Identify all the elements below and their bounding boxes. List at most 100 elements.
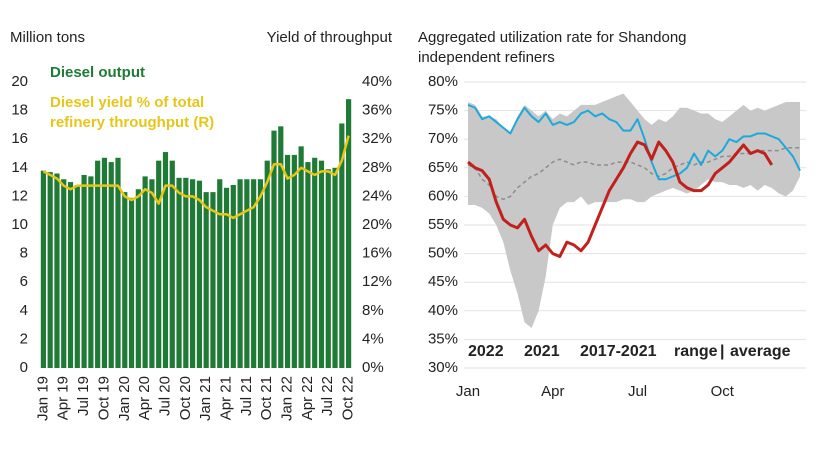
x-tick-label: Oct 21 <box>258 376 275 420</box>
bar <box>230 184 236 368</box>
x-tick-label: Jan <box>456 383 480 400</box>
y-tick-label: 80% <box>428 73 458 90</box>
bar <box>257 179 264 368</box>
x-tick-label: Jul <box>628 383 647 400</box>
legend-entry: | <box>720 343 724 360</box>
bar <box>203 192 209 368</box>
x-tick-label: Apr 19 <box>55 376 72 420</box>
bar <box>149 179 155 368</box>
bar <box>278 126 284 368</box>
y-tick-label: 4 <box>20 302 28 319</box>
x-tick-label: Oct 20 <box>177 376 194 420</box>
y-tick-label: 50% <box>428 245 458 262</box>
bar <box>162 152 169 368</box>
bar <box>88 176 94 368</box>
bar <box>244 179 250 368</box>
x-tick-label: Oct 19 <box>95 376 112 420</box>
bar <box>190 179 196 368</box>
bar <box>284 154 291 368</box>
y2-tick-label: 32% <box>362 130 392 147</box>
x-tick-label: Jul 21 <box>238 376 255 416</box>
line <box>42 135 350 220</box>
bar <box>169 160 175 368</box>
y-tick-label: 2 <box>20 330 28 347</box>
legend-entry: 2017-2021 <box>580 343 657 360</box>
bar <box>54 173 60 368</box>
line <box>467 140 774 258</box>
chart-title: Aggregated utilization rate for Shandong… <box>418 29 687 66</box>
bar <box>312 157 318 368</box>
y-tick-label: 55% <box>428 216 458 233</box>
bar <box>291 154 297 368</box>
bar <box>325 169 331 368</box>
bar <box>81 174 87 368</box>
bar <box>237 179 243 368</box>
y-tick-label: 12 <box>11 187 28 204</box>
y2-tick-label: 4% <box>362 330 384 347</box>
bar <box>332 167 338 368</box>
bar <box>251 179 257 368</box>
x-tick-label: Jan 19 <box>34 376 51 421</box>
bar <box>346 99 352 368</box>
y-tick-label: 30% <box>428 359 458 376</box>
y-tick-label: 40% <box>428 302 458 319</box>
bar <box>95 160 101 368</box>
bar <box>318 160 325 368</box>
x-tick-label: Apr 21 <box>217 376 234 420</box>
x-tick-label: Jan 22 <box>279 376 296 421</box>
y2-tick-label: 36% <box>362 102 392 119</box>
y-tick-label: 8 <box>20 245 28 262</box>
y-tick-label: 75% <box>428 102 458 119</box>
y2-tick-label: 8% <box>362 302 384 319</box>
bar <box>271 130 277 368</box>
y2-tick-label: 28% <box>362 159 392 176</box>
y2-axis-title: Yield of throughput <box>267 29 393 46</box>
legend-entry: Diesel output <box>50 64 146 81</box>
y-axis-title: Million tons <box>10 29 85 46</box>
y2-tick-label: 0% <box>362 359 384 376</box>
bar <box>74 184 80 368</box>
y2-tick-label: 40% <box>362 73 392 90</box>
x-tick-label: Jul 20 <box>156 376 173 416</box>
bar <box>156 160 162 368</box>
x-tick-label: Apr 22 <box>299 376 316 420</box>
y-tick-label: 10 <box>11 216 28 233</box>
bar <box>264 160 270 368</box>
bar <box>108 162 114 368</box>
y-tick-label: 18 <box>11 102 28 119</box>
bar <box>115 157 121 368</box>
line <box>467 103 801 181</box>
bar <box>40 170 46 368</box>
bar <box>67 182 74 368</box>
bar <box>217 179 223 368</box>
y-tick-label: 65% <box>428 159 458 176</box>
legend-entry: Diesel yield % of total refinery through… <box>50 94 215 131</box>
bar <box>61 179 67 368</box>
y-tick-label: 14 <box>11 159 28 176</box>
x-tick-label: Jan 21 <box>197 376 214 421</box>
y2-tick-label: 20% <box>362 216 392 233</box>
y-tick-label: 45% <box>428 273 458 290</box>
x-tick-label: Apr 20 <box>136 376 153 420</box>
y-tick-label: 16 <box>11 130 28 147</box>
bar <box>135 189 141 368</box>
bar <box>210 192 216 368</box>
y2-tick-label: 12% <box>362 273 392 290</box>
bar <box>305 162 311 368</box>
y2-tick-label: 24% <box>362 187 392 204</box>
y-tick-label: 20 <box>11 73 28 90</box>
x-tick-label: Oct 22 <box>340 376 357 420</box>
y-tick-label: 70% <box>428 130 458 147</box>
bar <box>183 177 189 368</box>
x-tick-label: Apr <box>541 383 564 400</box>
line <box>467 147 800 201</box>
range-band <box>468 93 800 328</box>
bar <box>142 176 148 368</box>
legend-entry: average <box>730 343 791 360</box>
bar <box>47 172 53 368</box>
bar <box>122 192 128 368</box>
bar <box>176 177 182 368</box>
x-tick-label: Oct <box>711 383 735 400</box>
